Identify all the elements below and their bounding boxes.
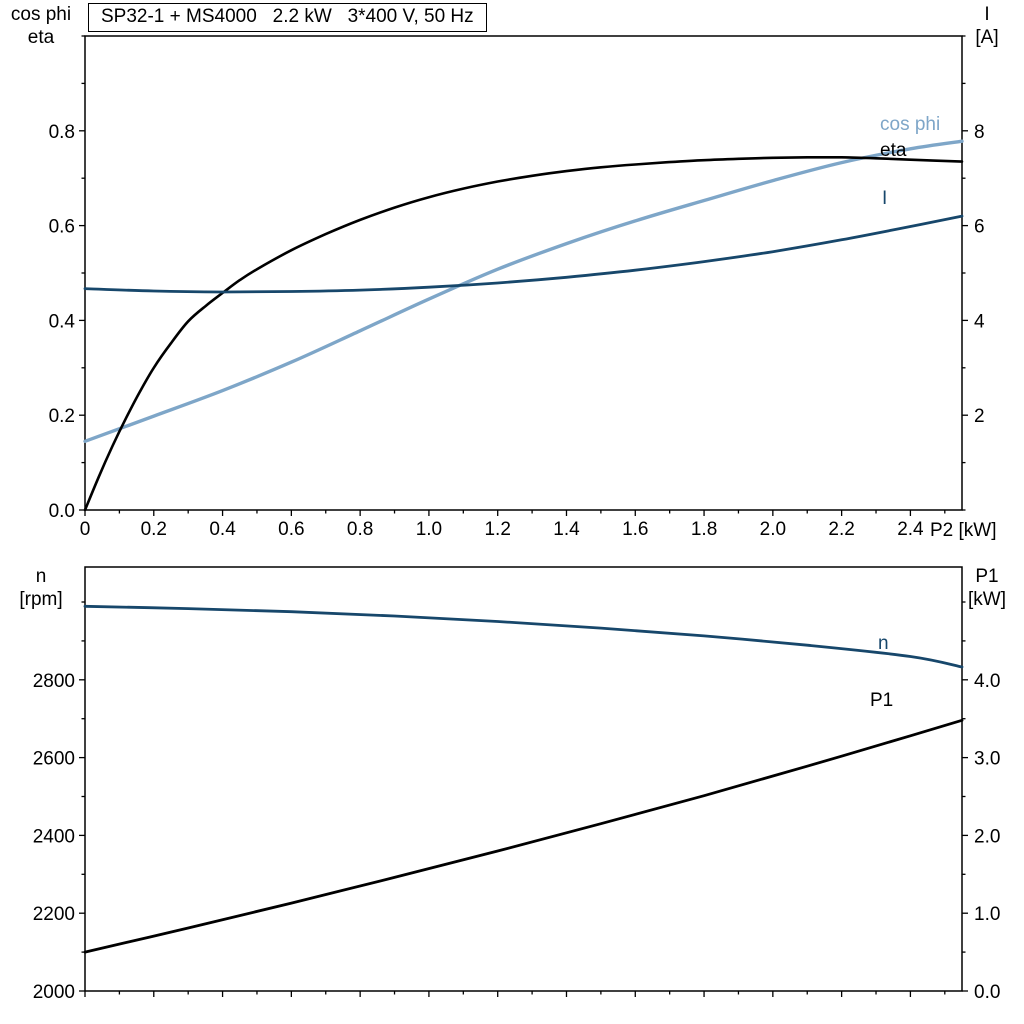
- left-tick-label: 0.2: [49, 406, 75, 427]
- x-tick-label: 0: [80, 519, 91, 540]
- left-axis-title-line2: eta: [27, 27, 55, 48]
- right-tick-label: 4: [974, 311, 985, 332]
- bottom-plot-border: [84, 566, 963, 992]
- left-tick-label: 0.0: [49, 501, 75, 522]
- right-axis-title-line2: [A]: [975, 27, 999, 48]
- left-tick-label: 0.6: [49, 217, 75, 238]
- x-tick-label: 0.4: [209, 519, 236, 540]
- curve-cos-phi: [83, 139, 964, 443]
- curve-label-cos-phi: cos phi: [880, 114, 941, 135]
- chart-title-box: SP32-1 + MS4000 2.2 kW 3*400 V, 50 Hz: [88, 3, 487, 32]
- curve-label-current: I: [882, 188, 888, 209]
- curve-P1: [83, 718, 964, 954]
- right-tick-label: 2.0: [974, 826, 1000, 847]
- top-right-axis-title: I [A]: [954, 3, 1020, 49]
- x-tick-label: 1.4: [553, 519, 580, 540]
- curve-I: [83, 214, 964, 294]
- right-axis-title-line1: I: [984, 4, 990, 25]
- x-tick-label: 0.2: [141, 519, 167, 540]
- p1-axis-title-line2: [kW]: [968, 589, 1006, 610]
- x-tick-label: 2.0: [760, 519, 786, 540]
- right-tick-label: 2: [974, 406, 985, 427]
- curve-label-eta: eta: [880, 140, 907, 161]
- x-tick-label: 1.8: [691, 519, 717, 540]
- curve-eta: [83, 155, 964, 512]
- right-tick-label: 0.0: [974, 982, 1000, 1003]
- left-tick-label: 0.4: [49, 311, 76, 332]
- bottom-left-axis-title: n [rpm]: [2, 565, 80, 611]
- x-tick-label: 1.6: [622, 519, 648, 540]
- left-tick-label: 0.8: [49, 122, 75, 143]
- curve-n: [83, 604, 964, 669]
- curve-label-speed: n: [878, 633, 889, 654]
- x-tick-label: 2.4: [897, 519, 924, 540]
- p1-axis-title-line1: P1: [975, 566, 999, 587]
- left-tick-label: 2800: [33, 671, 75, 692]
- x-axis-label: P2 [kW]: [930, 520, 997, 541]
- x-tick-label: 1.0: [416, 519, 442, 540]
- right-tick-label: 6: [974, 217, 985, 238]
- speed-axis-title-line1: n: [35, 566, 47, 587]
- x-tick-label: 2.2: [828, 519, 854, 540]
- right-tick-label: 4.0: [974, 671, 1000, 692]
- curve-label-p1: P1: [870, 690, 894, 711]
- left-axis-title-line1: cos phi: [10, 4, 72, 25]
- speed-axis-title-line2: [rpm]: [19, 589, 63, 610]
- left-tick-label: 2400: [33, 826, 75, 847]
- left-tick-label: 2600: [33, 749, 75, 770]
- right-tick-label: 1.0: [974, 904, 1000, 925]
- left-tick-label: 2000: [33, 982, 75, 1003]
- top-plot-border: [84, 35, 963, 511]
- x-tick-label: 0.6: [278, 519, 304, 540]
- top-left-axis-title: cos phi eta: [2, 3, 80, 49]
- x-tick-label: 0.8: [347, 519, 373, 540]
- bottom-right-axis-title: P1 [kW]: [954, 565, 1020, 611]
- right-tick-label: 3.0: [974, 749, 1000, 770]
- right-tick-label: 8: [974, 122, 985, 143]
- x-tick-label: 1.2: [484, 519, 510, 540]
- left-tick-label: 2200: [33, 904, 75, 925]
